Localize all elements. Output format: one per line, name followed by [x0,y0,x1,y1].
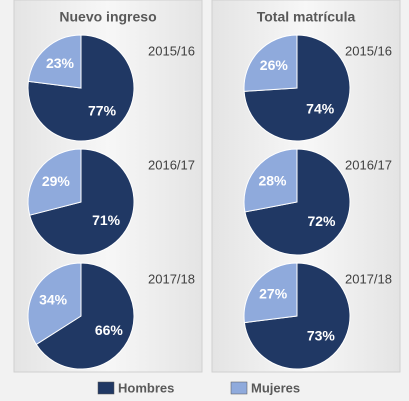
year-label: 2015/16 [345,43,392,58]
pie-slice [29,148,135,256]
data-label: 73% [307,328,336,344]
pie-slice [243,34,298,92]
year-label: 2016/17 [345,157,392,172]
pie-slice [35,262,135,370]
legend-label: Mujeres [251,380,300,395]
column-title: Total matrícula [257,9,356,25]
data-label: 34% [39,291,68,307]
year-label: 2017/18 [148,271,195,286]
data-label: 66% [95,322,124,338]
data-label: 74% [306,100,335,116]
column-title: Nuevo ingreso [59,9,156,25]
year-label: 2015/16 [148,43,195,58]
data-label: 71% [92,212,121,228]
legend-swatch [97,381,115,395]
data-label: 77% [88,103,117,119]
pie-slice [243,262,298,324]
pie-slice [27,148,82,216]
data-label: 26% [260,57,289,73]
legend-label: Hombres [118,380,174,395]
data-label: 29% [42,173,71,189]
year-label: 2016/17 [148,157,195,172]
legend-swatch [230,381,248,395]
data-label: 23% [46,55,75,71]
pie-slice [243,148,298,213]
pie-slice [27,262,82,346]
year-label: 2017/18 [345,271,392,286]
data-label: 28% [258,172,287,188]
pie-slice [27,34,82,89]
data-label: 72% [307,213,336,229]
data-label: 27% [259,286,288,302]
